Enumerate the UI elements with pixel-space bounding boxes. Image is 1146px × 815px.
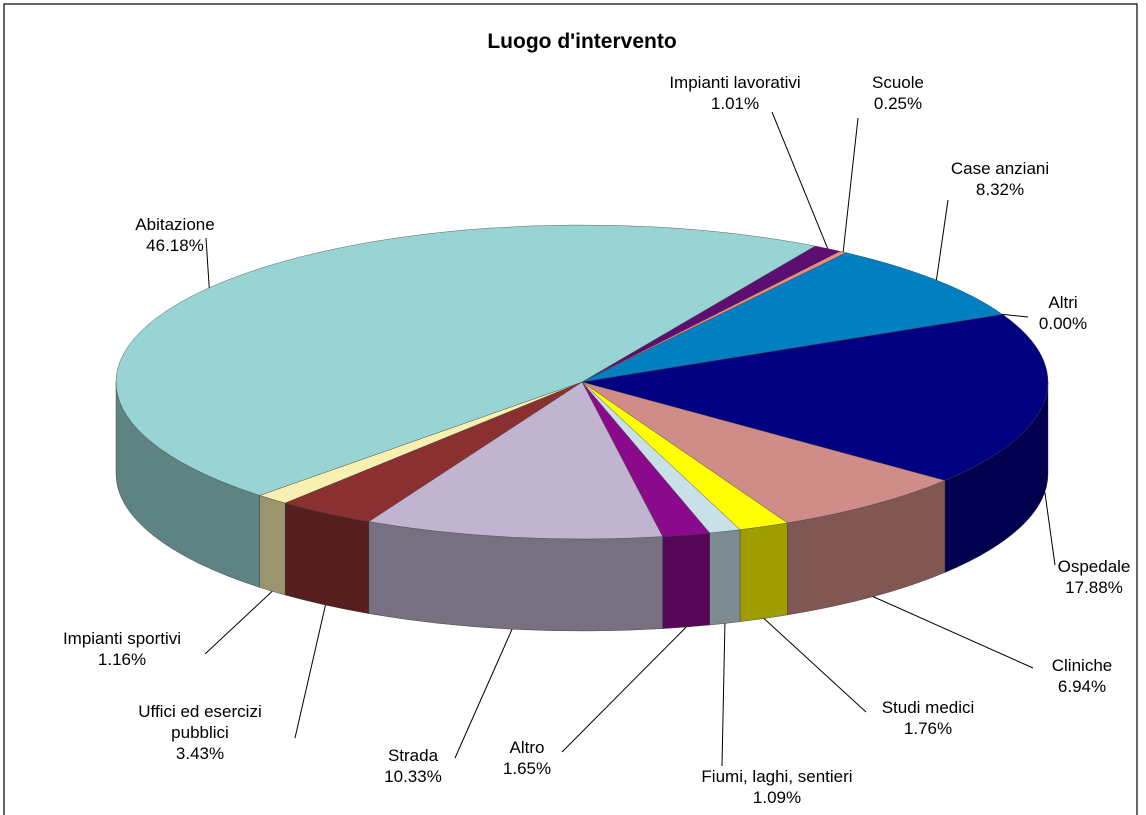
data-label: Cliniche 6.94% (1052, 655, 1112, 697)
label-value: 46.18% (146, 236, 204, 255)
label-value: 3.43% (175, 744, 225, 763)
data-label: Impianti lavorativi 1.01% (669, 72, 800, 114)
label-value: 6.94% (1057, 677, 1107, 696)
slice-side (284, 502, 369, 614)
label-value: 10.33% (384, 767, 442, 786)
label-name: Uffici ed esercizi pubblici (138, 702, 262, 742)
label-name: Scuole (872, 73, 924, 92)
leader-line (842, 117, 859, 253)
leader-line (763, 618, 867, 713)
leader-line (771, 111, 829, 249)
label-value: 0.25% (873, 94, 923, 113)
data-label: Studi medici 1.76% (882, 697, 975, 739)
label-name: Cliniche (1051, 656, 1113, 675)
leader-line (454, 629, 513, 759)
label-value: 1.09% (752, 788, 802, 807)
data-label: Fiumi, laghi, sentieri 1.09% (701, 766, 852, 808)
leader-line (1044, 492, 1056, 566)
slice-side (259, 495, 286, 596)
label-value: 8.32% (975, 180, 1025, 199)
slice (115, 224, 816, 496)
leader-line (721, 623, 726, 767)
leader-line (1002, 313, 1029, 318)
leader-line (935, 199, 949, 281)
data-label: Uffici ed esercizi pubblici 3.43% (115, 701, 285, 764)
data-label: Scuole 0.25% (872, 72, 924, 114)
label-value: 17.88% (1065, 578, 1123, 597)
label-name: Studi medici (881, 698, 975, 717)
label-name: Abitazione (135, 215, 215, 234)
data-label: Ospedale 17.88% (1058, 556, 1131, 598)
data-label: Strada 10.33% (384, 745, 442, 787)
slice-side (739, 522, 788, 622)
label-value: 0.00% (1038, 314, 1088, 333)
label-value: 1.65% (502, 759, 552, 778)
data-label: Altro 1.65% (503, 737, 551, 779)
label-value: 1.16% (97, 650, 147, 669)
leader-line (294, 604, 326, 739)
slice-side (709, 529, 741, 626)
slice (581, 252, 1004, 383)
slice (368, 381, 663, 540)
label-name: Strada (387, 746, 439, 765)
slice (581, 381, 946, 524)
label-name: Altro (509, 738, 545, 757)
data-label: Impianti sportivi 1.16% (63, 628, 181, 670)
tops (115, 224, 1049, 540)
leader-line (872, 596, 1034, 669)
label-name: Impianti sportivi (62, 629, 182, 648)
label-name: Case anziani (950, 159, 1050, 178)
chart-title: Luogo d'intervento (487, 30, 677, 53)
sides (115, 381, 1049, 632)
data-label: Abitazione 46.18% (135, 214, 214, 256)
leader-line (205, 237, 210, 288)
data-label: Altri 0.00% (1039, 292, 1087, 334)
label-name: Fiumi, laghi, sentieri (701, 767, 853, 786)
label-name: Altri (1048, 293, 1078, 312)
leader-line (561, 626, 687, 753)
slice-side (662, 532, 710, 629)
data-label: Case anziani 8.32% (951, 158, 1049, 200)
label-value: 1.76% (903, 719, 953, 738)
leader-line (204, 590, 273, 655)
slice (581, 314, 1049, 481)
label-name: Impianti lavorativi (669, 73, 801, 92)
label-value: 1.01% (710, 94, 760, 113)
label-name: Ospedale (1057, 557, 1131, 576)
